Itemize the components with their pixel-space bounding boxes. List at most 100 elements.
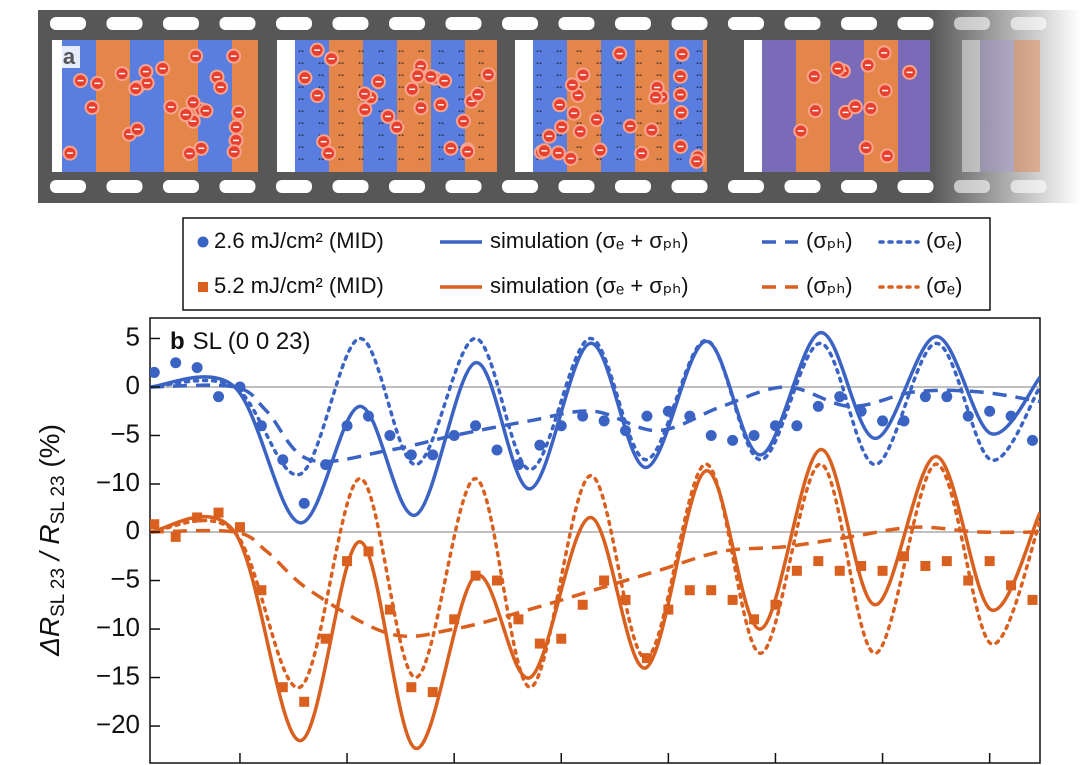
y-tick-label: −10 bbox=[96, 467, 140, 497]
arrow: ↔ bbox=[535, 68, 544, 78]
arrow: ↔ bbox=[437, 68, 446, 78]
data-point bbox=[919, 391, 931, 403]
arrow: ↔ bbox=[417, 152, 426, 162]
data-point bbox=[427, 687, 438, 698]
arrow: ↔ bbox=[437, 116, 446, 126]
arrow: ↔ bbox=[357, 152, 366, 162]
arrow: ↔ bbox=[377, 56, 386, 66]
sprocket-hole bbox=[219, 180, 256, 193]
y-tick-label: −20 bbox=[96, 709, 140, 739]
arrow: ↔ bbox=[535, 80, 544, 90]
arrow: ↔ bbox=[417, 92, 426, 102]
panel-label-box bbox=[58, 46, 80, 68]
stripe bbox=[898, 40, 930, 172]
arrow: ↔ bbox=[297, 128, 306, 138]
arrow: ↔ bbox=[417, 140, 426, 150]
data-point bbox=[150, 519, 160, 530]
arrow: ↔ bbox=[337, 152, 346, 162]
data-point bbox=[150, 366, 160, 378]
film-frame bbox=[52, 40, 258, 172]
film-frame: ↔ ↔ ↔ ↔ ↔ ↔ ↔ ↔ ↔ ↔ ↔ ↔ ↔ ↔ ↔ ↔ ↔ ↔ ↔ ↔ ↔ ↔ ↔ ↔ ↔ ↔ ↔ ↔ ↔ ↔ ↔ ↔ ↔ ↔ ↔ ↔ ↔ ↔ ↔ ↔… bbox=[277, 40, 497, 172]
arrow: ↔ bbox=[695, 116, 704, 126]
data-point bbox=[1027, 594, 1038, 605]
plot-frame bbox=[149, 317, 1041, 764]
y-axis-label: ΔRSL 23 / RSL 23 (%) bbox=[34, 424, 69, 657]
arrow: ↔ bbox=[477, 80, 486, 90]
sprocket-hole bbox=[728, 180, 764, 193]
arrow: ↔ bbox=[317, 128, 326, 138]
data-point bbox=[599, 575, 610, 586]
arrow: ↔ bbox=[357, 80, 366, 90]
arrow: ↔ bbox=[635, 140, 644, 150]
arrow: ↔ bbox=[297, 80, 306, 90]
legend-label: (σₑ) bbox=[926, 273, 962, 298]
sprocket-hole bbox=[502, 17, 538, 30]
data-point bbox=[748, 429, 760, 441]
film-frame bbox=[962, 40, 1040, 172]
panel-title: b SL (0 0 23) bbox=[170, 328, 311, 355]
sprocket-hole bbox=[897, 17, 934, 30]
arrow: ↔ bbox=[377, 140, 386, 150]
data-point bbox=[598, 415, 610, 427]
arrow: ↔ bbox=[635, 104, 644, 114]
arrow: ↔ bbox=[457, 44, 466, 54]
arrow: ↔ bbox=[595, 68, 604, 78]
data-point bbox=[470, 420, 482, 432]
arrow: ↔ bbox=[575, 56, 584, 66]
data-point bbox=[534, 638, 545, 649]
data-point bbox=[534, 439, 546, 451]
sprocket-hole bbox=[50, 180, 86, 193]
arrow: ↔ bbox=[317, 104, 326, 114]
arrow: ↔ bbox=[397, 92, 406, 102]
arrow: ↔ bbox=[655, 140, 664, 150]
data-point bbox=[191, 362, 203, 374]
arrow: ↔ bbox=[297, 92, 306, 102]
data-point bbox=[727, 434, 739, 446]
legend-label: simulation (σₑ + σₚₕ) bbox=[490, 273, 689, 298]
arrow: ↔ bbox=[615, 92, 624, 102]
arrow: ↔ bbox=[357, 44, 366, 54]
arrow: ↔ bbox=[635, 116, 644, 126]
sprocket-hole bbox=[615, 17, 651, 30]
y-tick-label: −10 bbox=[96, 612, 140, 642]
arrow: ↔ bbox=[575, 116, 584, 126]
data-point bbox=[170, 357, 182, 369]
arrow: ↔ bbox=[655, 104, 664, 114]
data-point bbox=[277, 682, 288, 693]
arrow: ↔ bbox=[615, 56, 624, 66]
legend: 2.6 mJ/cm² (MID) simulation (σₑ + σₚₕ) (σₚ… bbox=[197, 228, 962, 298]
arrow: ↔ bbox=[477, 104, 486, 114]
arrow: ↔ bbox=[675, 56, 684, 66]
stripe bbox=[762, 40, 796, 172]
arrow: ↔ bbox=[377, 128, 386, 138]
data-point bbox=[684, 585, 695, 596]
data-point bbox=[984, 556, 995, 567]
arrow: ↔ bbox=[535, 92, 544, 102]
arrow: ↔ bbox=[635, 92, 644, 102]
sprocket-hole bbox=[219, 17, 256, 30]
arrow: ↔ bbox=[555, 44, 564, 54]
arrow: ↔ bbox=[695, 104, 704, 114]
film-frame: ↔ ↔ ↔ ↔ ↔ ↔ ↔ ↔ ↔ ↔ ↔ ↔ ↔ ↔ ↔ ↔ ↔ ↔ ↔ ↔ ↔ ↔ ↔ ↔ ↔ ↔ ↔ ↔ ↔ ↔ ↔ ↔ ↔ ↔ ↔ ↔ ↔ ↔ ↔ ↔… bbox=[515, 40, 707, 172]
sprocket-hole bbox=[954, 17, 990, 30]
y-tick-label: −5 bbox=[110, 563, 140, 593]
arrow: ↔ bbox=[575, 152, 584, 162]
arrow: ↔ bbox=[477, 116, 486, 126]
y-tick-label: −5 bbox=[110, 418, 140, 448]
arrow: ↔ bbox=[555, 56, 564, 66]
arrow: ↔ bbox=[397, 152, 406, 162]
arrow: ↔ bbox=[695, 80, 704, 90]
arrow: ↔ bbox=[477, 152, 486, 162]
y-label-part: / R bbox=[34, 524, 65, 568]
legend-marker bbox=[197, 236, 209, 248]
arrow: ↔ bbox=[457, 140, 466, 150]
y-tick-label: −15 bbox=[96, 660, 140, 690]
arrow: ↔ bbox=[397, 104, 406, 114]
arrow: ↔ bbox=[615, 104, 624, 114]
arrow: ↔ bbox=[615, 116, 624, 126]
arrow: ↔ bbox=[377, 116, 386, 126]
data-point bbox=[427, 449, 439, 461]
data-point bbox=[299, 696, 310, 707]
arrow: ↔ bbox=[397, 68, 406, 78]
sprocket-hole bbox=[728, 17, 764, 30]
